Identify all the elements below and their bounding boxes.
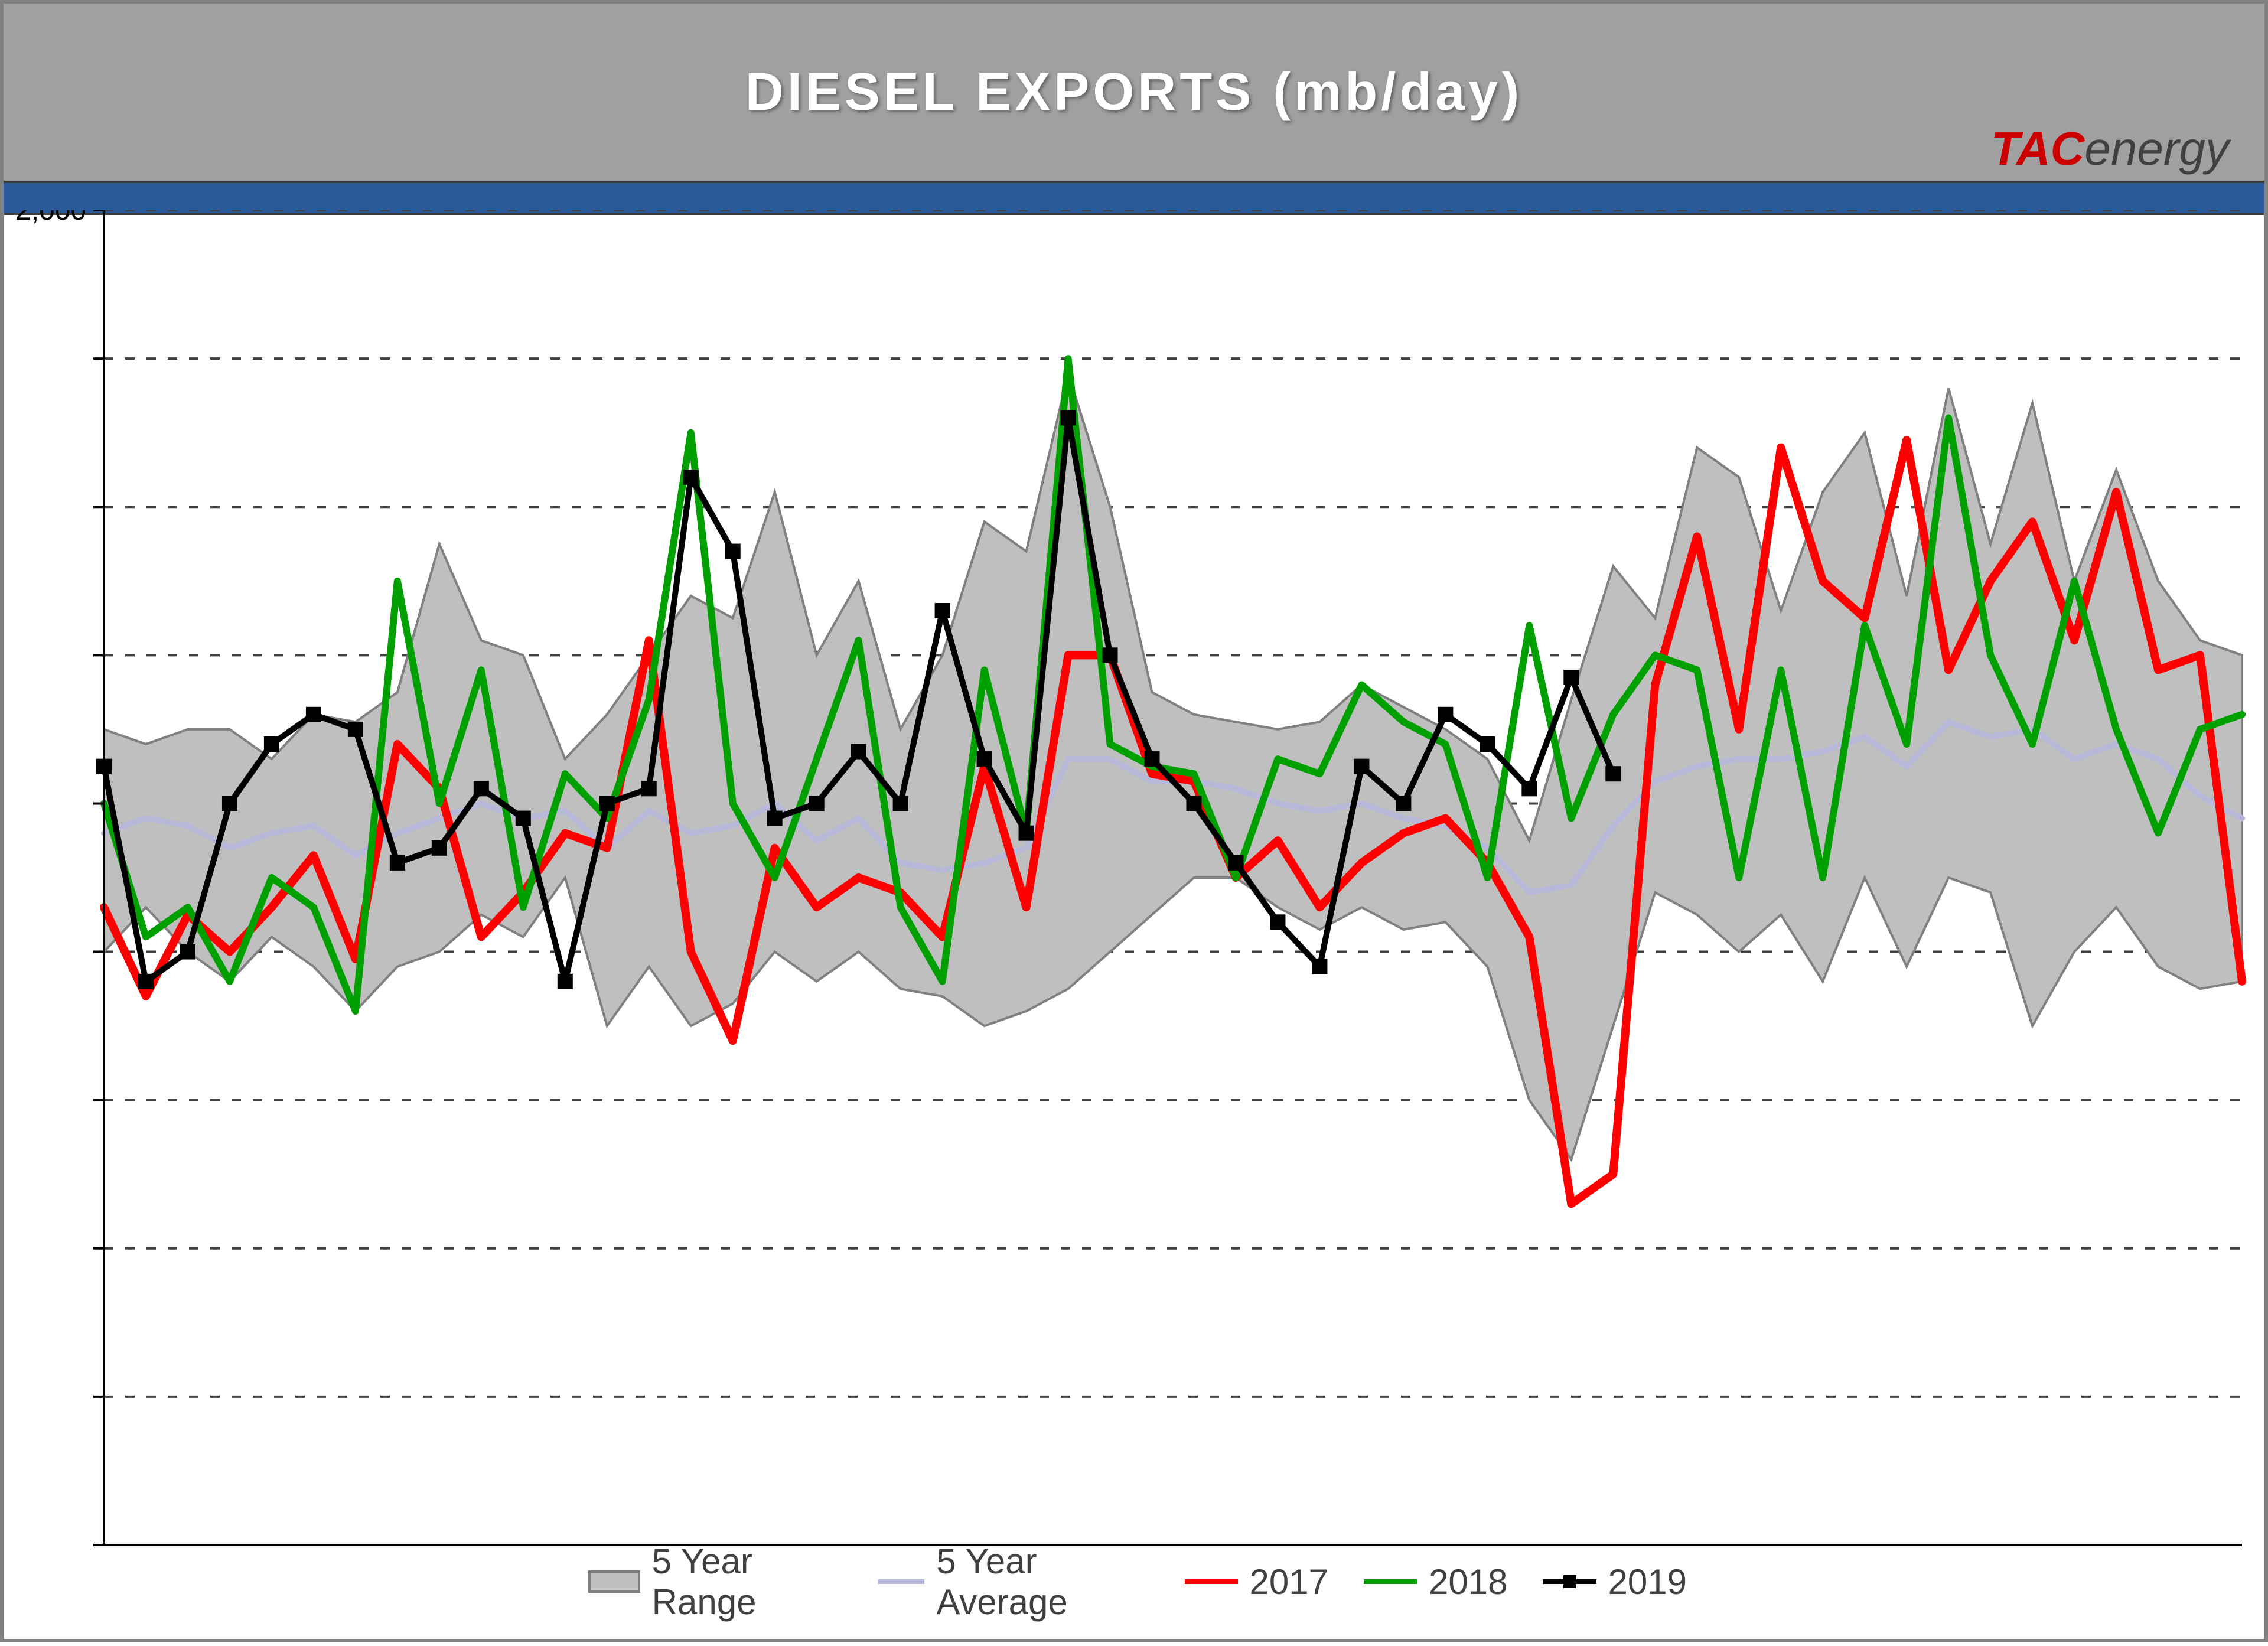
legend-item-range: 5 Year Range bbox=[588, 1541, 842, 1622]
chart-title: DIESEL EXPORTS (mb/day) bbox=[745, 62, 1523, 123]
legend-label-range: 5 Year Range bbox=[652, 1541, 842, 1622]
legend-label-2018: 2018 bbox=[1429, 1562, 1507, 1602]
legend-item-2018: 2018 bbox=[1364, 1562, 1507, 1602]
legend-label-2017: 2017 bbox=[1250, 1562, 1328, 1602]
legend-swatch-2019 bbox=[1543, 1579, 1596, 1584]
chart-svg: 2,000 bbox=[4, 210, 2268, 1646]
legend-swatch-range bbox=[588, 1570, 640, 1593]
legend-label-2019: 2019 bbox=[1608, 1562, 1687, 1602]
legend-label-avg: 5 Year Average bbox=[936, 1541, 1149, 1622]
legend-swatch-2018 bbox=[1364, 1579, 1417, 1584]
chart-frame: DIESEL EXPORTS (mb/day) TACenergy 2,000 … bbox=[0, 0, 2268, 1642]
logo-part1: TAC bbox=[1991, 122, 2084, 175]
legend-item-avg: 5 Year Average bbox=[878, 1541, 1149, 1622]
svg-text:2,000: 2,000 bbox=[15, 210, 86, 226]
legend: 5 Year Range 5 Year Average 2017 2018 20… bbox=[571, 1535, 1705, 1628]
legend-swatch-2017 bbox=[1185, 1579, 1238, 1584]
legend-item-2017: 2017 bbox=[1185, 1562, 1328, 1602]
legend-swatch-avg bbox=[878, 1579, 925, 1584]
logo-part2: energy bbox=[2084, 122, 2229, 175]
legend-item-2019: 2019 bbox=[1543, 1562, 1687, 1602]
plot-region: 2,000 5 Year Range 5 Year Average 2017 2… bbox=[4, 210, 2268, 1646]
title-bar: DIESEL EXPORTS (mb/day) bbox=[4, 4, 2264, 181]
brand-logo: TACenergy bbox=[1991, 122, 2229, 176]
